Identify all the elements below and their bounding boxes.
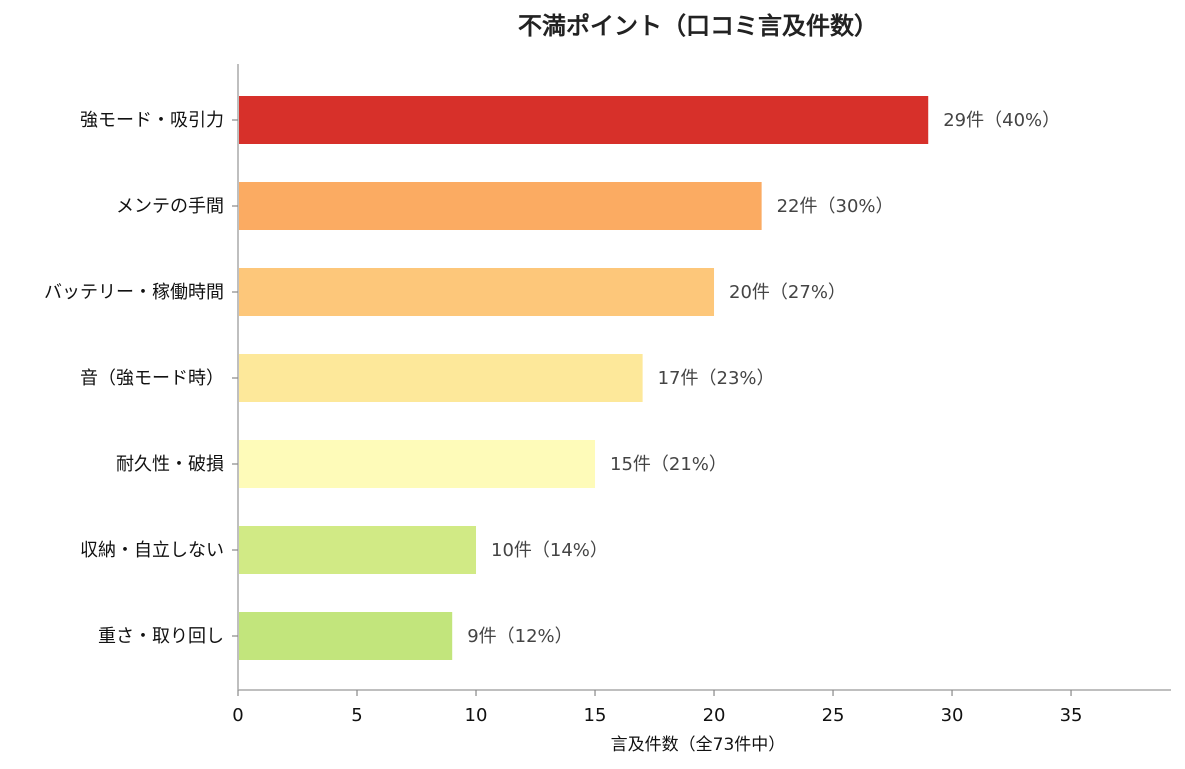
x-axis-title: 言及件数（全73件中） — [611, 735, 786, 755]
bar-value-label: 17件（23%） — [658, 368, 775, 389]
bar-value-label: 22件（30%） — [777, 196, 894, 217]
chart-title: 不満ポイント（口コミ言及件数） — [518, 12, 878, 40]
bar — [239, 526, 477, 574]
bar-value-label: 20件（27%） — [729, 282, 846, 303]
bar — [239, 182, 762, 230]
x-tick-label: 25 — [822, 705, 845, 726]
bar-value-label: 10件（14%） — [491, 540, 608, 561]
bars-layer — [239, 96, 929, 660]
bar — [239, 96, 929, 144]
y-tick-label: 収納・自立しない — [80, 540, 224, 561]
x-tick-label: 30 — [941, 705, 964, 726]
x-tick-label: 0 — [232, 705, 243, 726]
y-tick-label: メンテの手間 — [116, 196, 224, 217]
y-tick-label: 重さ・取り回し — [98, 626, 224, 647]
bar — [239, 354, 643, 402]
y-tick-label: 強モード・吸引力 — [80, 110, 224, 131]
x-tick-label: 35 — [1060, 705, 1083, 726]
x-tick-label: 5 — [351, 705, 362, 726]
bar-value-label: 9件（12%） — [467, 626, 572, 647]
x-tick-label: 20 — [703, 705, 726, 726]
bar — [239, 440, 596, 488]
bar — [239, 268, 715, 316]
y-tick-label: 音（強モード時） — [80, 368, 224, 389]
y-tick-label: バッテリー・稼働時間 — [44, 282, 224, 303]
x-tick-label: 15 — [584, 705, 607, 726]
y-tick-label: 耐久性・破損 — [116, 454, 224, 475]
labels-layer: 29件（40%） 22件（30%） 20件（27%） 17件（23%） 15件（21%）… — [467, 110, 1060, 647]
bar-value-label: 29件（40%） — [943, 110, 1060, 131]
bar-value-label: 15件（21%） — [610, 454, 727, 475]
x-tick-label: 10 — [465, 705, 488, 726]
bar — [239, 612, 453, 660]
